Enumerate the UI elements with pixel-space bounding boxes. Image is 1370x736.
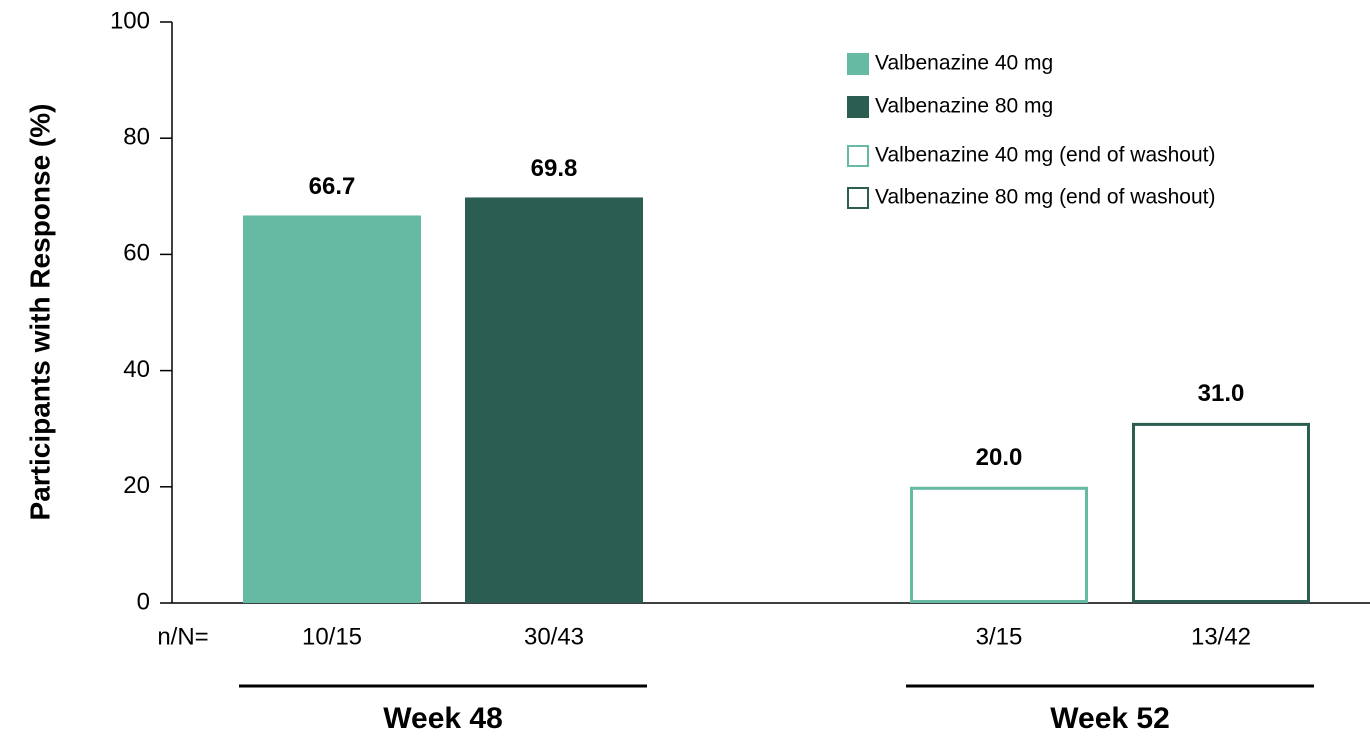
legend-swatch (847, 53, 869, 75)
legend-swatch (847, 145, 869, 167)
value-label: 31.0 (1198, 380, 1245, 407)
group-label: Week 48 (383, 702, 503, 735)
value-label: 69.8 (531, 155, 578, 182)
x-tick-label: 3/15 (976, 623, 1023, 650)
y-tick-label: 0 (137, 588, 150, 615)
value-label: 20.0 (976, 444, 1023, 471)
x-tick-label: 13/42 (1191, 623, 1251, 650)
x-tick-label: 10/15 (302, 623, 362, 650)
y-tick-label: 40 (123, 356, 150, 383)
legend-label: Valbenazine 80 mg (end of washout) (875, 186, 1216, 209)
y-tick-label: 80 (123, 124, 150, 151)
legend-label: Valbenazine 80 mg (875, 95, 1053, 118)
legend-swatch (847, 187, 869, 209)
legend-swatch (847, 96, 869, 118)
bar (1132, 422, 1310, 604)
bar (465, 197, 643, 603)
y-axis-label: Participants with Response (%) (24, 104, 55, 521)
value-label: 66.7 (309, 173, 356, 200)
y-tick-label: 20 (123, 472, 150, 499)
y-tick-label: 100 (110, 7, 150, 34)
legend-label: Valbenazine 40 mg (875, 52, 1053, 75)
group-label: Week 52 (1050, 702, 1170, 735)
x-tick-label: 30/43 (524, 623, 584, 650)
bar (243, 215, 421, 603)
bar (910, 486, 1088, 603)
y-tick-label: 60 (123, 240, 150, 267)
category-axis-label: n/N= (157, 623, 208, 650)
legend-label: Valbenazine 40 mg (end of washout) (875, 144, 1216, 167)
